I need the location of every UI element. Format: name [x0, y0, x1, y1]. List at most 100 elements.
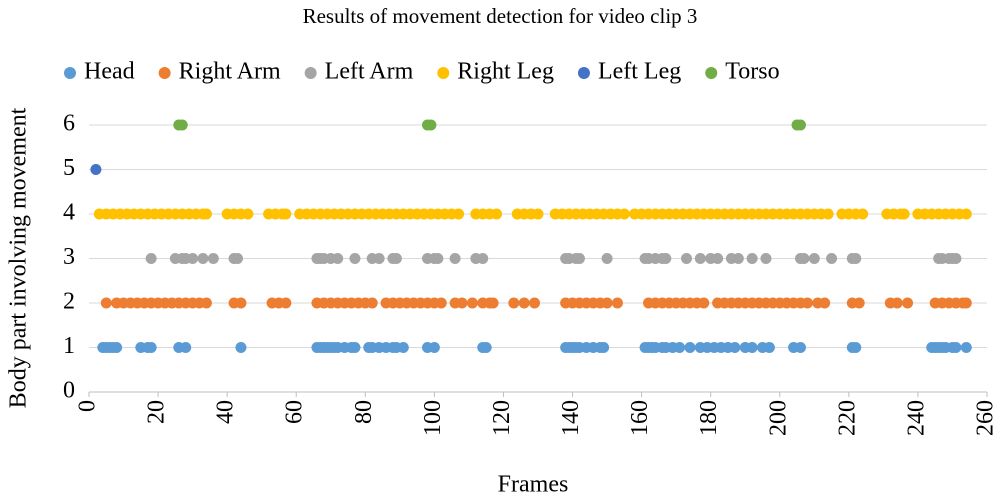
x-tick-label: 80: [351, 400, 377, 424]
x-tick-label: 140: [558, 400, 584, 436]
point: [518, 297, 530, 309]
point: [960, 342, 972, 353]
point: [898, 208, 910, 220]
legend-label: Right Leg: [457, 59, 554, 85]
point: [819, 297, 831, 309]
point: [684, 342, 696, 353]
point: [145, 342, 157, 353]
point: [601, 297, 613, 309]
point: [280, 297, 292, 309]
point: [453, 208, 465, 220]
x-tick-label: 160: [627, 400, 653, 436]
x-tick-label: 120: [489, 400, 515, 436]
point: [902, 297, 914, 309]
point: [200, 208, 212, 220]
point: [822, 208, 834, 220]
point: [390, 253, 402, 264]
x-tick-label: 260: [973, 400, 999, 436]
point: [145, 253, 157, 264]
point: [456, 297, 468, 309]
x-tick-label: 100: [420, 400, 446, 436]
point: [466, 297, 478, 309]
point: [826, 253, 838, 264]
point: [200, 297, 212, 309]
x-axis-label: Frames: [498, 472, 569, 498]
point: [480, 342, 492, 353]
legend-marker: [577, 67, 590, 79]
point: [428, 342, 440, 353]
y-tick-label: 6: [63, 111, 75, 137]
point: [235, 342, 247, 353]
point: [601, 253, 613, 264]
point: [491, 208, 503, 220]
point: [950, 342, 962, 353]
legend-marker: [304, 67, 317, 79]
point: [90, 164, 102, 175]
legend-label: Left Arm: [325, 59, 414, 85]
point: [187, 253, 199, 264]
point: [111, 342, 123, 353]
point: [176, 119, 188, 131]
point: [960, 208, 972, 220]
point: [698, 297, 710, 309]
x-tick-label: 180: [696, 400, 722, 436]
point: [197, 253, 209, 264]
point: [950, 253, 962, 264]
legend-marker: [705, 67, 718, 79]
point: [232, 253, 244, 264]
point: [432, 253, 444, 264]
legend-label: Torso: [725, 59, 779, 85]
point: [425, 119, 437, 131]
legend-marker: [437, 67, 450, 79]
x-tick-label: 60: [282, 400, 308, 424]
point: [366, 297, 378, 309]
point: [857, 208, 869, 220]
y-tick-label: 3: [63, 244, 75, 270]
point: [891, 297, 903, 309]
legend-label: Right Arm: [179, 59, 281, 85]
point: [853, 297, 865, 309]
point: [746, 342, 758, 353]
point: [798, 253, 810, 264]
y-tick-label: 1: [63, 333, 75, 359]
x-tick-label: 200: [765, 400, 791, 436]
x-tick-label: 240: [903, 400, 929, 436]
point: [180, 342, 192, 353]
legend-marker: [64, 67, 76, 79]
point: [760, 253, 772, 264]
point: [598, 342, 610, 353]
point: [373, 253, 385, 264]
point: [729, 342, 741, 353]
legend-marker: [158, 67, 171, 79]
point: [349, 253, 361, 264]
point: [763, 342, 775, 353]
point: [487, 297, 499, 309]
point: [242, 208, 254, 220]
x-tick-label: 0: [75, 400, 101, 412]
point: [449, 253, 461, 264]
point: [611, 297, 623, 309]
point: [850, 342, 862, 353]
y-tick-label: 5: [63, 155, 75, 181]
point: [435, 297, 447, 309]
x-tick-label: 220: [834, 400, 860, 436]
point: [618, 208, 630, 220]
chart-title: Results of movement detection for video …: [303, 4, 698, 28]
y-tick-label: 2: [63, 289, 75, 315]
y-tick-label: 0: [63, 378, 75, 404]
point: [280, 208, 292, 220]
point: [681, 253, 693, 264]
point: [712, 253, 724, 264]
point: [235, 297, 247, 309]
point: [794, 342, 806, 353]
point: [508, 297, 520, 309]
point: [532, 208, 544, 220]
point: [349, 342, 361, 353]
point: [801, 297, 813, 309]
point: [960, 297, 972, 309]
point: [397, 342, 409, 353]
point: [660, 253, 672, 264]
point: [808, 253, 820, 264]
